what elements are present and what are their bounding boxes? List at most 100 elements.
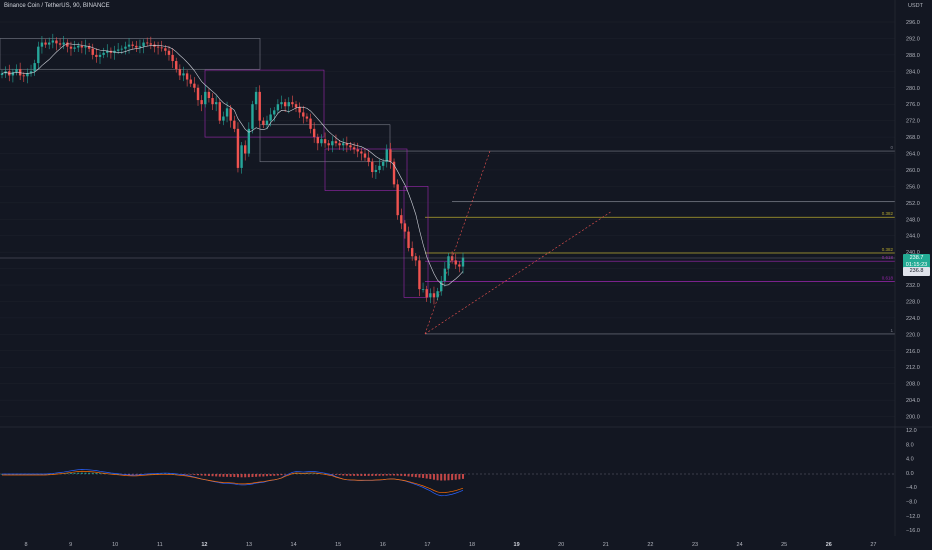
macd-histogram-bar xyxy=(222,474,225,477)
macd-histogram-bar xyxy=(313,473,316,474)
candle-body xyxy=(87,46,91,49)
macd-tick-label: −8.0 xyxy=(906,500,917,506)
candle-body xyxy=(407,231,410,249)
fib-level-label: 1 xyxy=(890,328,893,333)
macd-histogram-bar xyxy=(334,474,337,475)
macd-histogram-bar xyxy=(135,474,138,475)
price-tick-label: 200.0 xyxy=(906,415,920,421)
macd-histogram-bar xyxy=(345,474,348,476)
time-tick-label: 9 xyxy=(69,542,72,548)
macd-histogram-bar xyxy=(204,474,207,476)
candle-body xyxy=(58,43,62,45)
macd-histogram-bar xyxy=(378,474,381,476)
macd-histogram-bar xyxy=(247,474,250,478)
macd-histogram-bar xyxy=(349,474,352,476)
macd-histogram-bar xyxy=(48,473,51,475)
candle-body xyxy=(276,104,280,111)
moving-average xyxy=(1,43,464,286)
macd-histogram-bar xyxy=(338,474,341,476)
macd-histogram-bar xyxy=(91,472,94,474)
macd-histogram-bar xyxy=(95,472,98,474)
fib-level-label: 0 xyxy=(890,145,893,150)
candle-body xyxy=(400,215,403,224)
candle-body xyxy=(320,139,323,144)
candle-body xyxy=(334,141,338,144)
macd-histogram-bar xyxy=(244,474,247,478)
macd-histogram-bar xyxy=(233,474,236,477)
macd-histogram-bar xyxy=(356,474,359,476)
candle-body xyxy=(236,128,240,168)
macd-histogram-bar xyxy=(414,474,417,478)
macd-histogram-bar xyxy=(382,474,385,476)
candle-body xyxy=(18,69,22,76)
price-tick-label: 288.0 xyxy=(906,53,920,59)
macd-histogram-bar xyxy=(269,474,272,476)
macd-histogram-bar xyxy=(99,473,102,474)
candle-body xyxy=(360,151,363,154)
candle-body xyxy=(258,91,261,121)
macd-histogram-bar xyxy=(374,474,377,476)
time-tick-label: 14 xyxy=(291,542,297,548)
macd-tick-label: 8.0 xyxy=(906,442,914,448)
candle-body xyxy=(403,223,407,232)
candle-body xyxy=(116,49,120,51)
candle-body xyxy=(229,108,232,121)
macd-histogram-bar xyxy=(411,474,414,477)
price-tick-label: 224.0 xyxy=(906,316,920,322)
time-tick-label: 21 xyxy=(603,542,609,548)
candle-body xyxy=(102,52,105,55)
candle-body xyxy=(414,256,418,261)
candle-body xyxy=(381,161,385,166)
candle-body xyxy=(204,91,207,105)
candle-body xyxy=(367,157,370,162)
macd-histogram-bar xyxy=(309,473,312,474)
macd-histogram-bar xyxy=(128,474,131,475)
candle-body xyxy=(345,143,349,146)
macd-histogram-bar xyxy=(200,474,203,476)
macd-histogram-bar xyxy=(258,474,261,477)
candle-body xyxy=(389,149,392,162)
candle-body xyxy=(189,79,192,84)
candle-body xyxy=(218,102,221,121)
price-tick-label: 232.0 xyxy=(906,283,920,289)
candle-body xyxy=(131,44,134,46)
range-box xyxy=(0,38,261,70)
macd-histogram-bar xyxy=(88,472,91,474)
candle-body xyxy=(283,102,287,107)
candle-body xyxy=(298,107,301,113)
candle-body xyxy=(127,44,131,47)
macd-histogram-bar xyxy=(175,473,178,475)
chart-title: Binance Coin / TetherUS, 90, BINANCE xyxy=(4,3,110,9)
macd-histogram-bar xyxy=(215,474,218,477)
macd-histogram-bar xyxy=(371,474,374,476)
price-tick-label: 292.0 xyxy=(906,36,920,42)
candle-body xyxy=(432,293,436,298)
candle-body xyxy=(40,42,44,47)
time-tick-label: 27 xyxy=(870,542,876,548)
candle-body xyxy=(436,291,439,298)
time-tick-label: 11 xyxy=(157,542,163,548)
ma-line xyxy=(1,43,464,286)
price-tick-label: 280.0 xyxy=(906,86,920,92)
price-tick-label: 272.0 xyxy=(906,119,920,125)
price-tick-label: 216.0 xyxy=(906,349,920,355)
candle-body xyxy=(69,46,73,49)
fibonacci-levels: 0 0.382 0.382 0.618 0.618 1 xyxy=(0,38,895,335)
time-tick-label: 15 xyxy=(335,542,341,548)
macd-histogram-bar xyxy=(255,474,258,477)
candle-body xyxy=(273,110,276,115)
candle-body xyxy=(254,91,258,105)
candle-body xyxy=(156,46,160,48)
candle-body xyxy=(124,46,127,49)
candle-body xyxy=(98,54,102,57)
macd-histogram-bar xyxy=(51,473,54,475)
price-tick-label: 264.0 xyxy=(906,152,920,158)
macd-histogram-bar xyxy=(265,474,268,477)
candle-body xyxy=(244,145,247,154)
macd-histogram-bar xyxy=(211,474,214,477)
macd-histogram-bar xyxy=(353,474,356,476)
candle-body xyxy=(305,116,309,119)
candle-body xyxy=(11,72,15,76)
candle-body xyxy=(138,46,142,48)
